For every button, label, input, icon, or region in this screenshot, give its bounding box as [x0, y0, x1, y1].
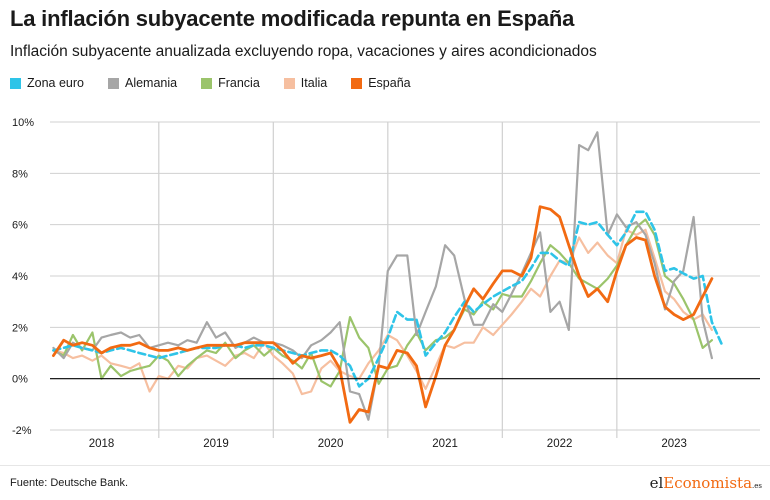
legend-item-italia[interactable]: Italia	[283, 76, 328, 90]
legend-label-espana: España	[368, 76, 411, 90]
legend-label-alemania: Alemania	[124, 76, 178, 90]
legend-swatch-espana	[351, 77, 363, 89]
x-tick-label: 2019	[203, 438, 229, 450]
legend-swatch-francia	[201, 77, 213, 89]
logo-tld: .es	[752, 482, 762, 490]
legend-label-zona-euro: Zona euro	[27, 76, 84, 90]
line-chart: -2% 0% 2% 4% 6% 8% 10% 2018 2019 2020 2021 2022 2023	[12, 117, 760, 450]
footer-divider	[0, 465, 770, 466]
y-tick-label: 6%	[12, 220, 28, 232]
legend-swatch-zona-euro	[10, 77, 21, 89]
y-tick-label: 4%	[12, 271, 28, 283]
legend-swatch-italia	[283, 77, 295, 89]
legend-label-italia: Italia	[300, 76, 328, 90]
y-tick-label: 0%	[12, 374, 28, 386]
chart-legend: Zona euro Alemania Francia Italia España	[10, 76, 435, 90]
legend-label-francia: Francia	[218, 76, 260, 90]
series-line-italia	[52, 228, 713, 396]
x-tick-label: 2022	[547, 438, 573, 450]
publisher-logo[interactable]: elEconomista.es	[650, 474, 762, 492]
logo-accent: Economista	[663, 474, 753, 492]
y-tick-label: -2%	[12, 425, 32, 437]
y-tick-label: 2%	[12, 322, 28, 334]
legend-item-zona-euro[interactable]: Zona euro	[10, 76, 84, 90]
x-tick-label: 2023	[661, 438, 687, 450]
series-line-francia	[52, 218, 713, 388]
chart-title: La inflación subyacente modificada repun…	[10, 6, 575, 31]
x-tick-label: 2021	[432, 438, 458, 450]
y-tick-label: 10%	[12, 117, 34, 129]
series-line-alemania	[52, 131, 713, 421]
legend-item-alemania[interactable]: Alemania	[107, 76, 178, 90]
legend-swatch-alemania	[107, 77, 119, 89]
series-line-zona-euro	[52, 210, 724, 388]
legend-item-francia[interactable]: Francia	[201, 76, 260, 90]
x-tick-label: 2020	[318, 438, 344, 450]
source-note: Fuente: Deutsche Bank.	[10, 477, 129, 489]
x-tick-label: 2018	[89, 438, 115, 450]
y-tick-label: 8%	[12, 168, 28, 180]
legend-item-espana[interactable]: España	[351, 76, 411, 90]
series-line-espana	[52, 205, 714, 424]
chart-subtitle: Inflación subyacente anualizada excluyen…	[10, 43, 597, 60]
logo-prefix: el	[649, 474, 664, 492]
